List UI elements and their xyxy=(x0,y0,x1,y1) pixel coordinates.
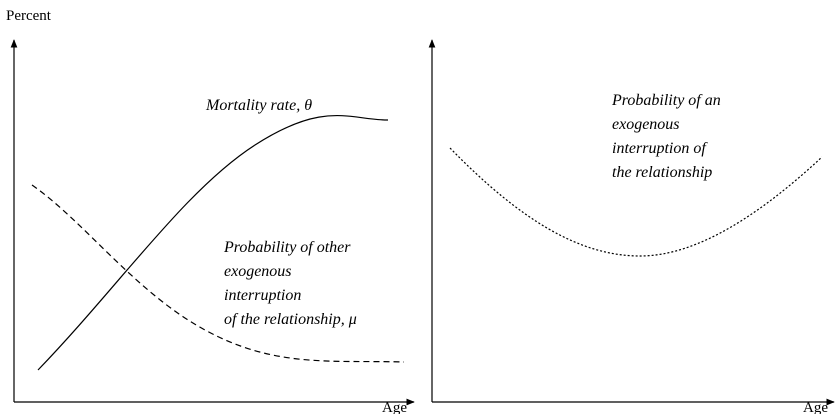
other-interruption-curve xyxy=(31,184,405,363)
curve-label: Probability of other xyxy=(223,239,351,256)
curve-label: the relationship xyxy=(612,164,712,181)
right-panel: Age Probability of an exogenous interrup… xyxy=(428,39,835,414)
curve-label: interruption xyxy=(224,287,301,304)
y-axis-label: Percent xyxy=(6,8,52,24)
curve-label: Probability of an xyxy=(611,92,721,109)
curve-label: exogenous xyxy=(612,116,680,133)
x-axis-label: Age xyxy=(382,400,407,414)
curve-label: of the relationship, μ xyxy=(224,311,357,328)
curve-label: Mortality rate, θ xyxy=(205,97,312,114)
left-panel: Percent Age Mortality rate, θ Probabilit… xyxy=(6,8,415,414)
mortality-curve xyxy=(37,114,389,371)
curve-label: exogenous xyxy=(224,263,292,280)
x-axis-label: Age xyxy=(803,400,828,414)
curve-label: interruption of xyxy=(612,140,708,157)
exogenous-interruption-curve xyxy=(449,147,823,257)
